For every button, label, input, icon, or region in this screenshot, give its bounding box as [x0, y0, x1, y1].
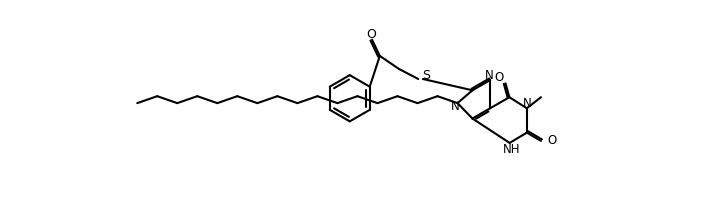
Text: N: N	[451, 101, 459, 113]
Text: O: O	[366, 28, 377, 41]
Text: S: S	[422, 69, 430, 82]
Text: O: O	[547, 134, 557, 147]
Text: NH: NH	[503, 143, 520, 156]
Text: N: N	[485, 69, 494, 82]
Text: N: N	[523, 97, 531, 110]
Text: O: O	[495, 71, 504, 85]
